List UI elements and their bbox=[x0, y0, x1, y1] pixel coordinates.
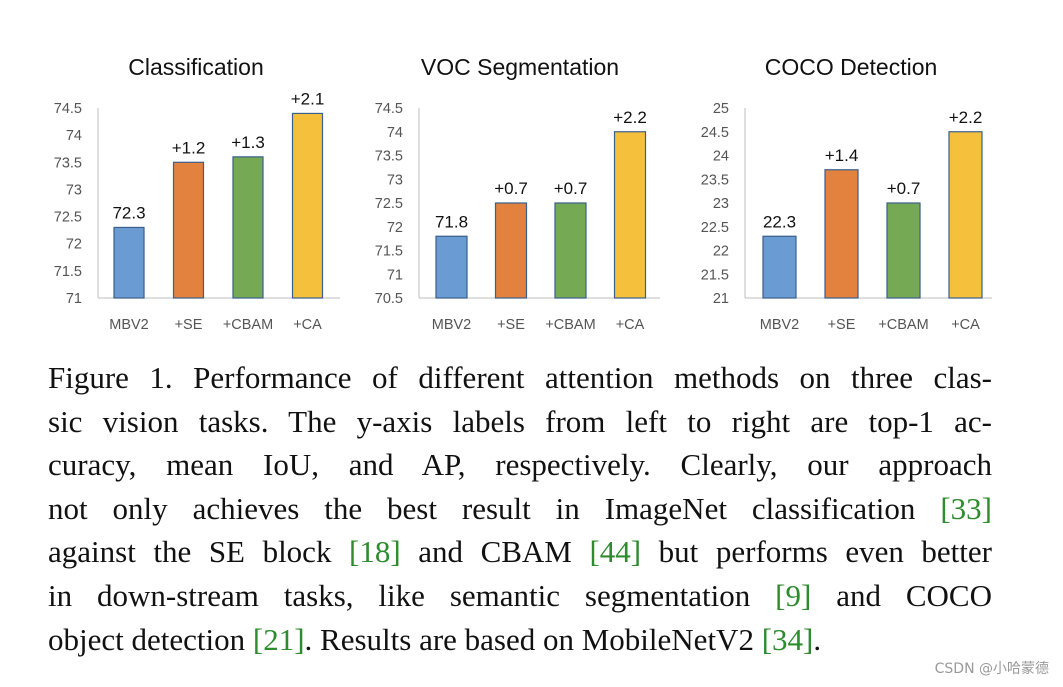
caption-line: object detection [21]. Results are based… bbox=[48, 618, 992, 662]
category-label: MBV2 bbox=[432, 317, 472, 333]
caption-text: curacy, mean IoU, and AP, respectively. … bbox=[48, 447, 992, 483]
caption-text: not only achieves the best result in Ima… bbox=[48, 490, 941, 526]
caption-text: and COCO bbox=[811, 577, 992, 613]
y-tick-label: 73.5 bbox=[375, 149, 403, 165]
data-label: +2.2 bbox=[949, 108, 983, 127]
y-tick-label: 71.5 bbox=[375, 244, 403, 260]
data-label: +1.2 bbox=[172, 138, 206, 157]
data-label: +0.7 bbox=[554, 179, 588, 198]
data-label: +2.2 bbox=[613, 108, 647, 127]
bar bbox=[886, 202, 921, 299]
y-tick-label: 24 bbox=[713, 149, 729, 165]
chart-title: VOC Segmentation bbox=[421, 54, 619, 80]
caption-line: against the SE block [18] and CBAM [44] … bbox=[48, 530, 992, 574]
caption-line: in down-stream tasks, like semantic segm… bbox=[48, 574, 992, 618]
y-tick-label: 23 bbox=[713, 196, 729, 212]
data-label: +0.7 bbox=[887, 179, 921, 198]
data-label: 72.3 bbox=[112, 203, 145, 222]
category-label: +CBAM bbox=[878, 317, 928, 333]
category-label: +CA bbox=[616, 317, 645, 333]
category-label: +SE bbox=[828, 317, 856, 333]
bar bbox=[494, 202, 528, 299]
y-tick-label: 73 bbox=[387, 172, 403, 188]
caption-text: . bbox=[813, 621, 822, 657]
y-tick-label: 21.5 bbox=[701, 267, 729, 283]
bar bbox=[232, 156, 264, 299]
y-tick-label: 71 bbox=[66, 291, 82, 307]
bar bbox=[435, 235, 468, 299]
data-label: +1.3 bbox=[231, 133, 265, 152]
caption-line: Figure 1. Performance of different atten… bbox=[48, 356, 992, 400]
caption-line: sic vision tasks. The y-axis labels from… bbox=[48, 400, 992, 444]
y-tick-label: 72 bbox=[66, 237, 82, 253]
y-tick-label: 24.5 bbox=[701, 125, 729, 141]
bar bbox=[554, 202, 587, 299]
bar bbox=[762, 235, 797, 299]
data-label: 22.3 bbox=[763, 212, 796, 231]
y-tick-label: 73.5 bbox=[54, 155, 82, 171]
y-tick-label: 74.5 bbox=[54, 101, 82, 117]
bar bbox=[113, 226, 145, 299]
y-tick-label: 21 bbox=[713, 291, 729, 307]
citation-link[interactable]: [44] bbox=[589, 534, 642, 570]
chart-title: Classification bbox=[128, 54, 264, 80]
caption-line: not only achieves the best result in Ima… bbox=[48, 487, 992, 531]
data-label: +1.4 bbox=[825, 146, 859, 165]
y-tick-label: 25 bbox=[713, 101, 729, 117]
citation-link[interactable]: [33] bbox=[940, 490, 992, 526]
category-label: +CA bbox=[951, 317, 980, 333]
caption-text: but performs even better bbox=[641, 534, 992, 570]
charts-area: Classification 71 71.5 72 72.5 73 73.5 74 74.5 72… bbox=[54, 54, 992, 333]
data-label: 71.8 bbox=[435, 212, 468, 231]
category-label: +SE bbox=[175, 317, 203, 333]
category-label: +CBAM bbox=[545, 317, 595, 333]
caption-text: object detection bbox=[48, 621, 253, 657]
y-tick-label: 71 bbox=[387, 267, 403, 283]
y-tick-label: 74 bbox=[387, 125, 403, 141]
category-label: +SE bbox=[497, 317, 525, 333]
category-label: MBV2 bbox=[109, 317, 149, 333]
citation-link[interactable]: [21] bbox=[252, 621, 305, 657]
data-label: +2.1 bbox=[291, 89, 325, 108]
figure-caption: Figure 1. Performance of different atten… bbox=[48, 356, 992, 661]
caption-text: sic vision tasks. The y-axis labels from… bbox=[48, 403, 992, 439]
y-tick-label: 73 bbox=[66, 182, 82, 198]
bar bbox=[613, 131, 647, 299]
category-label: +CBAM bbox=[223, 317, 273, 333]
citation-link[interactable]: [34] bbox=[761, 621, 814, 657]
caption-text: and CBAM bbox=[400, 534, 590, 570]
y-tick-label: 72.5 bbox=[375, 196, 403, 212]
data-label: +0.7 bbox=[494, 179, 528, 198]
y-tick-label: 22.5 bbox=[701, 220, 729, 236]
bar bbox=[172, 161, 205, 299]
y-tick-label: 74.5 bbox=[375, 101, 403, 117]
citation-link[interactable]: [18] bbox=[349, 534, 401, 570]
y-tick-label: 72 bbox=[387, 220, 403, 236]
category-label: +CA bbox=[293, 317, 322, 333]
caption-text: Figure 1. Performance of different atten… bbox=[48, 360, 992, 395]
y-tick-label: 23.5 bbox=[701, 172, 729, 188]
chart-title: COCO Detection bbox=[765, 54, 938, 80]
citation-link[interactable]: [9] bbox=[775, 577, 812, 613]
caption-text: in down-stream tasks, like semantic segm… bbox=[48, 577, 776, 613]
caption-line: curacy, mean IoU, and AP, respectively. … bbox=[48, 443, 992, 487]
bar-charts: Classification 71 71.5 72 72.5 73 73.5 74 74.5 72… bbox=[54, 54, 992, 333]
caption-text: against the SE block bbox=[48, 534, 350, 570]
y-tick-label: 72.5 bbox=[54, 210, 82, 226]
bar bbox=[291, 112, 324, 299]
y-tick-label: 71.5 bbox=[54, 264, 82, 280]
category-label: MBV2 bbox=[760, 317, 800, 333]
bar bbox=[948, 131, 983, 299]
y-tick-label: 22 bbox=[713, 244, 729, 260]
bar bbox=[824, 169, 859, 299]
y-tick-label: 70.5 bbox=[375, 291, 403, 307]
caption-text: . Results are based on MobileNetV2 bbox=[304, 621, 762, 657]
y-tick-label: 74 bbox=[66, 128, 82, 144]
watermark: CSDN @小哈蒙德 bbox=[934, 661, 1049, 677]
